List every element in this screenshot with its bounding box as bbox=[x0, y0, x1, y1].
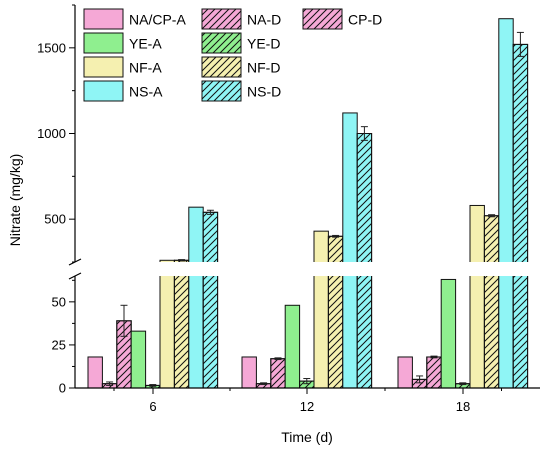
y-tick-label-upper-1500: 1500 bbox=[37, 40, 66, 55]
legend-label-cp-d: CP-D bbox=[348, 12, 382, 28]
legend-swatch-hatch-ns-d bbox=[201, 80, 242, 102]
legend-label-na-d: NA-D bbox=[247, 12, 281, 28]
legend-swatch-hatch-nf-d bbox=[201, 56, 242, 78]
error-bar-ns-d-day-12 bbox=[360, 126, 368, 141]
legend-label-ye-a: YE-A bbox=[129, 36, 162, 52]
bar-hatch-ns-d-day-12 bbox=[356, 133, 373, 389]
bar-hatch-nf-d-day-12 bbox=[327, 235, 344, 389]
bar-ye-a-day-18 bbox=[440, 278, 457, 389]
legend: NA/CP-A NA-D CP-D YE-A YE-D NF-A NF-D NS-A NS-D bbox=[83, 8, 382, 102]
error-bar-ye-d-day-12 bbox=[303, 378, 311, 385]
y-tick-label-upper-1000: 1000 bbox=[37, 126, 66, 141]
legend-label-nf-a: NF-A bbox=[129, 60, 162, 76]
bar-hatch-ns-d-day-6 bbox=[202, 211, 219, 389]
x-tick-label-12: 12 bbox=[300, 399, 314, 414]
x-tick-label-18: 18 bbox=[456, 399, 470, 414]
legend-item-ns-a: NS-A bbox=[83, 80, 163, 102]
bar-na-cp-a-day-18 bbox=[397, 356, 413, 389]
bar-nf-a-day-6 bbox=[159, 259, 175, 389]
x-tick-label-6: 6 bbox=[149, 399, 156, 414]
legend-swatch-hatch-na-d bbox=[201, 8, 242, 30]
axes-layer: 0 25 50 500 1000 1500 6 12 18 bbox=[37, 4, 541, 414]
legend-item-nf-d: NF-D bbox=[201, 56, 280, 78]
bar-ns-a-day-12 bbox=[342, 112, 358, 389]
legend-item-ye-d: YE-D bbox=[201, 32, 280, 54]
legend-item-na-cp-a: NA/CP-A bbox=[83, 8, 186, 30]
bar-na-cp-a-day-12 bbox=[241, 356, 257, 389]
y-tick-label-upper-500: 500 bbox=[44, 212, 66, 227]
y-axis-title: Nitrate (mg/kg) bbox=[7, 154, 23, 247]
y-tick-label-lower-25: 25 bbox=[52, 337, 66, 352]
bar-hatch-nf-d-day-6 bbox=[173, 259, 190, 389]
legend-item-ye-a: YE-A bbox=[83, 32, 162, 54]
bar-hatch-cp-d-day-18 bbox=[426, 356, 442, 389]
legend-swatch-na-cp-a bbox=[83, 8, 124, 30]
error-bar-nf-d-day-12 bbox=[332, 234, 340, 238]
legend-item-nf-a: NF-A bbox=[83, 56, 162, 78]
error-bar-cp-d-day-18 bbox=[430, 355, 438, 359]
error-bar-nf-d-day-6 bbox=[178, 259, 186, 262]
bar-na-cp-a-day-6 bbox=[87, 356, 103, 389]
x-axis-title: Time (d) bbox=[281, 429, 333, 445]
legend-label-ye-d: YE-D bbox=[247, 36, 280, 52]
legend-swatch-ns-a bbox=[83, 80, 124, 102]
legend-swatch-ye-a bbox=[83, 32, 124, 54]
bar-ye-a-day-6 bbox=[130, 330, 147, 389]
legend-swatch-nf-a bbox=[83, 56, 124, 78]
bar-nf-a-day-18 bbox=[469, 204, 485, 389]
legend-item-cp-d: CP-D bbox=[302, 8, 382, 30]
bar-hatch-ns-d-day-18 bbox=[512, 43, 529, 389]
legend-label-na-cp-a: NA/CP-A bbox=[129, 12, 186, 28]
y-tick-label-lower-50: 50 bbox=[52, 294, 66, 309]
bar-hatch-cp-d-day-12 bbox=[270, 358, 286, 389]
error-bar-na-d-day-12 bbox=[260, 382, 268, 386]
bar-nf-a-day-12 bbox=[313, 230, 329, 389]
error-bar-cp-d-day-12 bbox=[274, 357, 282, 361]
error-bar-ye-d-day-6 bbox=[149, 384, 157, 387]
bar-ye-a-day-12 bbox=[284, 304, 301, 389]
legend-label-ns-d: NS-D bbox=[247, 84, 281, 100]
error-bar-nf-d-day-18 bbox=[488, 214, 496, 218]
error-bar-ye-d-day-18 bbox=[459, 382, 467, 386]
bars-layer bbox=[87, 18, 529, 389]
y-tick-label-lower-0: 0 bbox=[59, 381, 66, 396]
legend-item-ns-d: NS-D bbox=[201, 80, 281, 102]
error-bar-ns-d-day-18 bbox=[516, 31, 524, 57]
legend-swatch-hatch-cp-d bbox=[302, 8, 343, 30]
error-bar-na-d-day-18 bbox=[416, 375, 424, 384]
bar-ns-a-day-6 bbox=[188, 206, 204, 389]
legend-swatch-hatch-ye-d bbox=[201, 32, 242, 54]
legend-item-na-d: NA-D bbox=[201, 8, 281, 30]
axis-break-mark-lower bbox=[68, 272, 82, 280]
error-bar-na-d-day-6 bbox=[106, 381, 114, 386]
axis-break-gap bbox=[71, 262, 541, 276]
legend-label-ns-a: NS-A bbox=[129, 84, 163, 100]
bar-ns-a-day-18 bbox=[498, 18, 514, 389]
legend-label-nf-d: NF-D bbox=[247, 60, 280, 76]
error-bar-ns-d-day-6 bbox=[206, 209, 214, 215]
error-bar-cp-d-day-6 bbox=[120, 304, 128, 337]
bar-hatch-nf-d-day-18 bbox=[483, 215, 500, 389]
